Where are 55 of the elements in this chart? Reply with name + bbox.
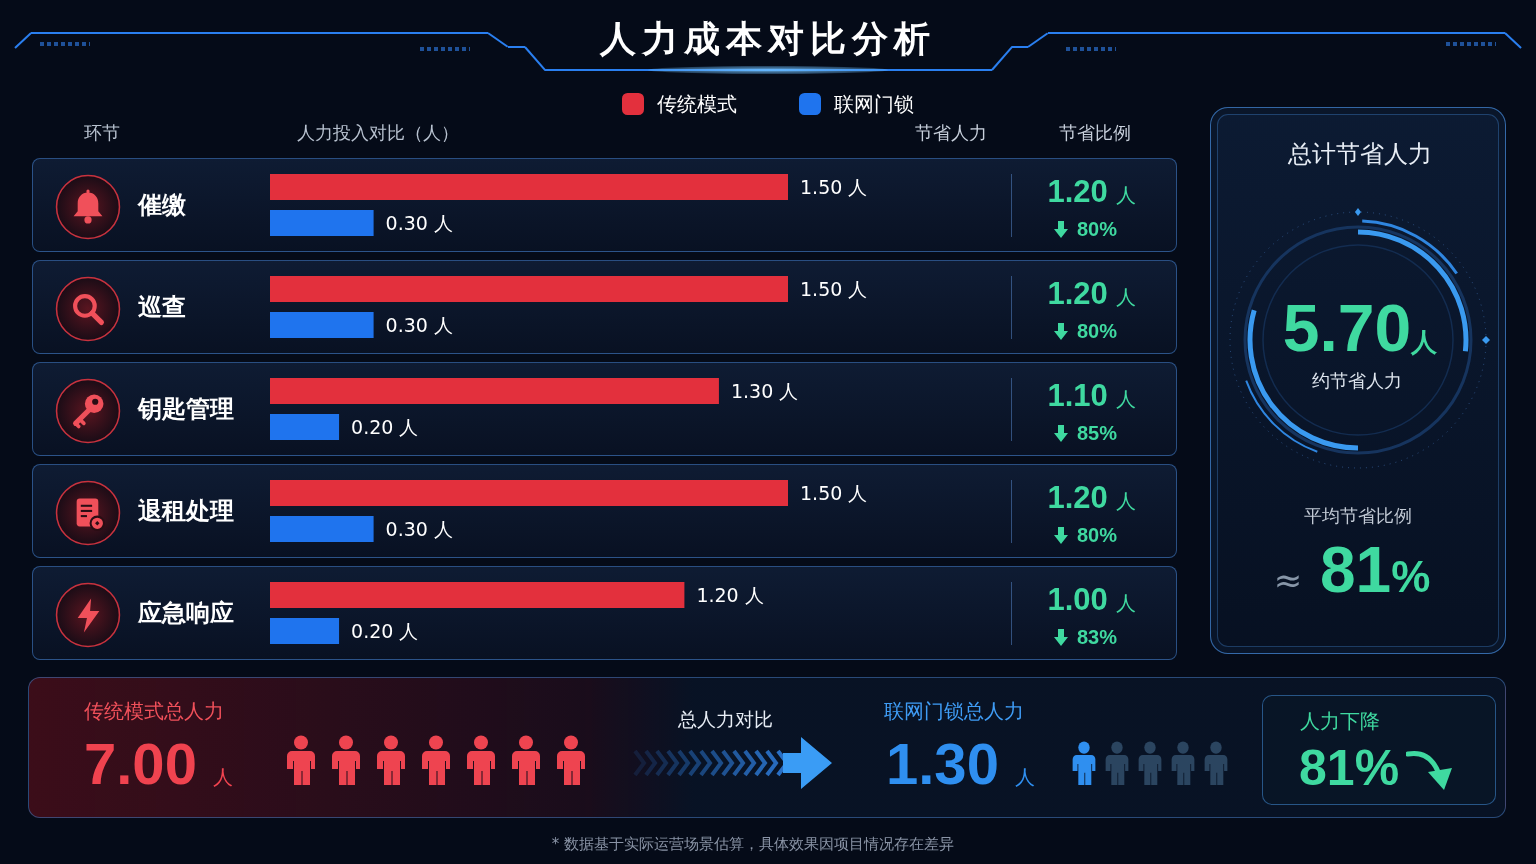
data-label: 1.50 人 — [800, 278, 868, 301]
text: 85% — [1077, 421, 1118, 445]
bar — [270, 209, 374, 236]
y-tick-label: 催缴 — [137, 191, 186, 219]
text: 81% — [1299, 739, 1400, 796]
text: 节省人力 — [915, 121, 987, 144]
text: 1.00 人 — [1047, 581, 1137, 617]
text: 1.20 人 — [1047, 275, 1137, 311]
data-label: 1.20 人 — [696, 584, 764, 607]
text: 平均节省比例 — [1304, 504, 1412, 527]
text: 联网门锁总人力 — [884, 698, 1024, 723]
text: 80% — [1077, 523, 1118, 547]
bar — [270, 617, 340, 644]
y-tick-label: 巡查 — [138, 293, 186, 321]
legend-label: 传统模式 — [657, 92, 737, 116]
data-label: 0.20 人 — [351, 415, 419, 438]
bar — [270, 311, 374, 338]
text: * 数据基于实际运营场景估算，具体效果因项目情况存在差异 — [551, 835, 955, 854]
bar — [270, 378, 719, 405]
y-tick-label: 钥匙管理 — [137, 395, 234, 423]
data-label: 0.20 人 — [351, 619, 419, 642]
text: 80% — [1077, 319, 1118, 343]
chart-title: 人力成本对比分析 — [600, 18, 936, 60]
text: 1.30 人 — [886, 731, 1036, 797]
data-label: 0.30 人 — [385, 211, 453, 234]
text: 7.00 人 — [84, 731, 234, 797]
text: 人力下降 — [1300, 708, 1380, 733]
text: 83% — [1077, 625, 1118, 649]
bar — [270, 174, 788, 201]
text: 总人力对比 — [677, 708, 773, 731]
text: 1.20 人 — [1047, 479, 1137, 515]
text: 传统模式总人力 — [84, 698, 224, 723]
bar — [270, 515, 374, 542]
data-label: 0.30 人 — [385, 517, 453, 540]
text: 1.20 人 — [1047, 173, 1137, 209]
bar — [270, 276, 788, 303]
data-label: 1.50 人 — [800, 482, 868, 505]
data-label: 1.50 人 — [800, 176, 868, 199]
y-tick-label: 应急响应 — [137, 599, 234, 627]
text: 80% — [1077, 217, 1118, 241]
text: 约节省人力 — [1312, 369, 1402, 392]
y-tick-label: 退租处理 — [138, 497, 234, 525]
text: ≈ 81% — [1273, 533, 1431, 606]
bar — [270, 582, 685, 609]
y-axis-title: 环节 — [84, 121, 120, 144]
text: 1.10 人 — [1047, 377, 1137, 413]
data-label: 0.30 人 — [385, 313, 453, 336]
bar — [270, 480, 788, 507]
text: 节省比例 — [1059, 121, 1131, 144]
legend-label: 联网门锁 — [834, 92, 914, 116]
bar — [270, 413, 340, 440]
x-axis-title: 人力投入对比（人） — [297, 121, 459, 144]
text: 总计节省人力 — [1288, 140, 1432, 169]
text: 5.70人 — [1282, 290, 1438, 365]
data-label: 1.30 人 — [730, 380, 799, 403]
